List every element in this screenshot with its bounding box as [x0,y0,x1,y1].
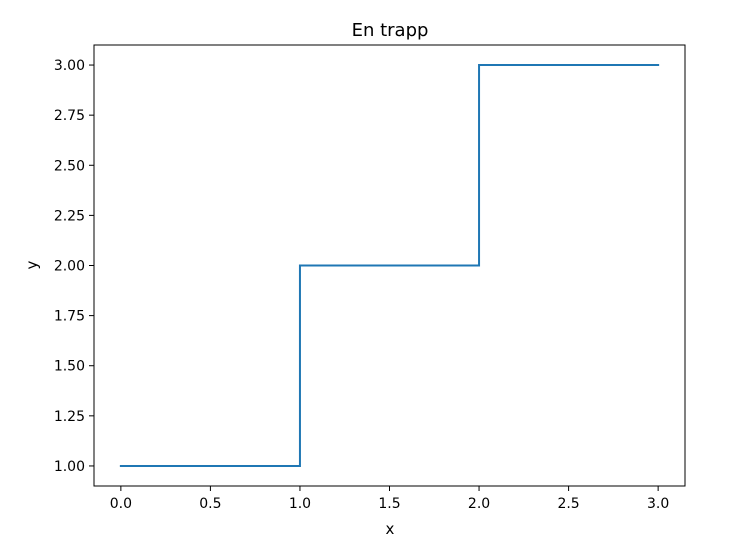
y-tick-label: 3.00 [54,58,85,74]
y-tick-label: 2.25 [54,208,85,224]
x-tick-label: 0.0 [110,496,132,512]
y-axis: 1.00 1.25 1.50 1.75 2.00 2.25 2.50 2.75 3.00 [54,58,94,475]
y-tick-label: 2.00 [54,259,85,275]
x-tick-label: 2.5 [557,496,579,512]
x-axis: 0.0 0.5 1.0 1.5 2.0 2.5 3.0 [110,486,669,512]
x-tick-label: 2.0 [468,496,490,512]
series-layer [119,64,660,467]
y-axis-label: y [23,260,41,269]
y-tick-label: 1.75 [54,309,85,325]
x-axis-label: x [386,520,395,538]
y-tick-label: 1.00 [54,459,85,475]
chart-title: En trapp [352,20,429,41]
x-tick-label: 1.0 [289,496,311,512]
x-tick-label: 0.5 [199,496,221,512]
x-tick-label: 1.5 [378,496,400,512]
x-tick-label: 3.0 [647,496,669,512]
y-tick-label: 2.75 [54,108,85,124]
y-tick-label: 1.25 [54,409,85,425]
step-series-line [119,64,660,467]
y-tick-label: 2.50 [54,158,85,174]
y-tick-label: 1.50 [54,359,85,375]
